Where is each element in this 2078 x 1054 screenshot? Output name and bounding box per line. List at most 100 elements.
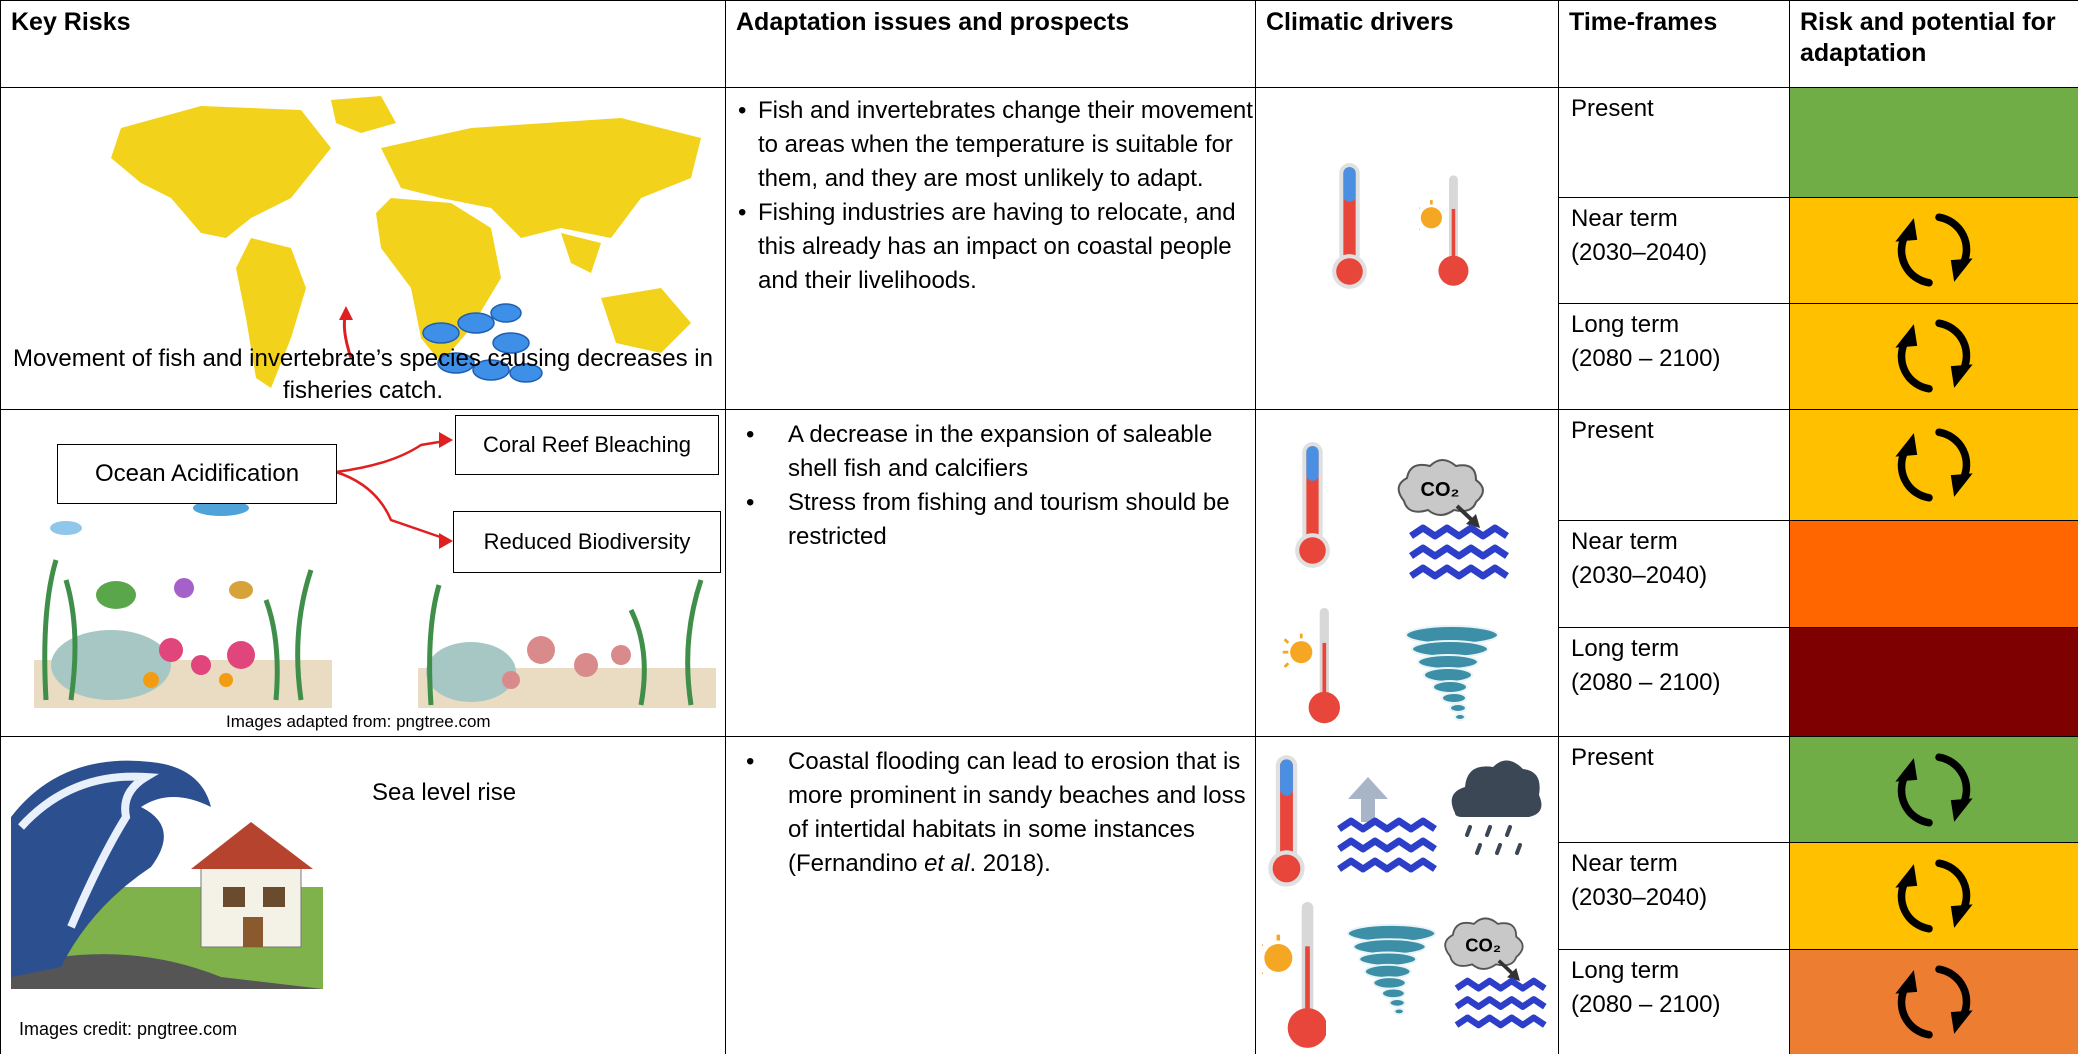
row: Near term (2030–2040) [1, 842, 2078, 950]
risk-icon-wrap [1790, 748, 2078, 832]
row: Ocean Acidification Coral Reef Bleaching… [0, 408, 2078, 737]
adaptation-cell: A decrease in the expansion of saleable … [725, 409, 1256, 737]
rising-waves-icon [1333, 777, 1439, 879]
adaptation-cycle-icon [1892, 208, 1976, 292]
bullet-text: . 2018). [969, 850, 1051, 877]
timeframe-label: (2030–2040) [1571, 239, 1708, 267]
adaptation-cycle-icon [1892, 314, 1976, 398]
row: Near term (2030–2040) [1, 197, 2078, 304]
timeframe-label: Long term [1571, 634, 1680, 662]
row: Long term (2080 – 2100) [1, 302, 2078, 411]
timeframe-label: (2080 – 2100) [1571, 668, 1721, 696]
thermometer-icon [1326, 161, 1373, 294]
timeframe-label: Long term [1571, 310, 1680, 338]
tornado-icon [1399, 625, 1505, 725]
row: Sea level rise Images credit: pngtree.co… [0, 735, 2078, 1054]
risk-cell [1789, 626, 2078, 738]
adaptation-cycle-icon [1892, 854, 1976, 938]
sun-thermometer-icon [1419, 168, 1472, 294]
adaptation-cell: Fish and invertebrates change their move… [725, 87, 1256, 410]
timeframe-label: (2080 – 2100) [1571, 990, 1721, 1018]
timeframe-cell: Long term (2080 – 2100) [1558, 948, 1790, 1054]
bullet: Stress from fishing and tourism should b… [727, 486, 1255, 554]
climatic-drivers-cell: CO₂ [1255, 736, 1559, 1054]
bullet-list: Fish and invertebrates change their move… [727, 94, 1255, 298]
timeframe-label: Present [1571, 744, 1654, 771]
header-cell: Climatic drivers [1255, 0, 1559, 88]
thermometer-icon [1286, 440, 1339, 573]
thermometer-icon [1260, 753, 1313, 892]
timeframe-label: Present [1571, 95, 1654, 122]
image-credit: Images credit: pngtree.com [19, 1019, 238, 1039]
tornado-icon [1344, 905, 1439, 1038]
co2-label: CO₂ [1465, 935, 1501, 956]
timeframe-label: Near term [1571, 850, 1678, 878]
risk-icon-wrap [1790, 208, 2078, 292]
co2-label: CO₂ [1421, 479, 1460, 501]
key-risk-cell: Sea level rise Images credit: pngtree.co… [0, 736, 726, 1054]
row: Near term (2030–2040) [1, 520, 2078, 628]
timeframe-label: (2030–2040) [1571, 562, 1708, 590]
timeframe-label: Near term [1571, 205, 1678, 233]
climatic-drivers-cell [1255, 87, 1559, 410]
timeframe-label: (2030–2040) [1571, 884, 1708, 912]
adaptation-cell: Coastal flooding can lead to erosion tha… [725, 736, 1256, 1054]
header-cell: Adaptation issues and prospects [725, 0, 1256, 88]
effect-box: Reduced Biodiversity [453, 511, 721, 573]
row: Movement of fish and invertebrate’s spec… [0, 86, 2078, 410]
timeframe-label: Long term [1571, 956, 1680, 984]
bullet: Fishing industries are having to relocat… [727, 196, 1255, 298]
world-map-image [111, 96, 701, 388]
effect-box: Coral Reef Bleaching [455, 415, 719, 475]
climatic-drivers-cell: CO₂ [1255, 409, 1559, 737]
row: Long term (2080 – 2100) [1, 948, 2078, 1054]
risk-cell [1789, 302, 2078, 411]
risk-cell [1789, 86, 2078, 199]
bullet-text: Coastal flooding can lead to erosion tha… [788, 748, 1246, 877]
header-cell: Risk and potential for adaptation [1789, 0, 2078, 88]
risk-icon-wrap [1790, 854, 2078, 938]
risk-cell [1789, 948, 2078, 1054]
adaptation-cycle-icon [1892, 748, 1976, 832]
risk-cell [1789, 520, 2078, 628]
risk-cell [1789, 197, 2078, 304]
sun-thermometer-icon [1259, 606, 1353, 726]
risk-cell [1789, 842, 2078, 950]
bullet: A decrease in the expansion of saleable … [727, 418, 1255, 486]
timeframe-cell: Present [1558, 408, 1790, 522]
risk-cell [1789, 408, 2078, 522]
coral-reef-image [34, 432, 716, 708]
risk-icon-wrap [1790, 960, 2078, 1044]
bullet-text: A decrease in the expansion of saleable … [788, 421, 1213, 482]
timeframe-cell: Long term (2080 – 2100) [1558, 626, 1790, 738]
sun-thermometer-icon [1256, 899, 1326, 1052]
timeframe-cell: Near term (2030–2040) [1558, 842, 1790, 950]
timeframe-cell: Long term (2080 – 2100) [1558, 302, 1790, 411]
risk-icon-wrap [1790, 314, 2078, 398]
risk-icon-wrap [1790, 423, 2078, 507]
timeframe-label: Present [1571, 417, 1654, 444]
header-cell: Key Risks [0, 0, 726, 88]
timeframe-cell: Near term (2030–2040) [1558, 520, 1790, 628]
image-credit: Images adapted from: pngtree.com [226, 712, 491, 731]
rain-cloud-icon [1451, 760, 1542, 855]
bullet: Coastal flooding can lead to erosion tha… [727, 745, 1255, 881]
bullet-text: Fish and invertebrates change their move… [758, 97, 1253, 192]
timeframe-label: (2080 – 2100) [1571, 344, 1721, 372]
timeframe-cell: Present [1558, 86, 1790, 199]
bullet-text: Stress from fishing and tourism should b… [788, 489, 1230, 550]
bullet-list: A decrease in the expansion of saleable … [727, 418, 1255, 554]
key-risk-cell: Movement of fish and invertebrate’s spec… [0, 87, 726, 410]
adaptation-cycle-icon [1892, 423, 1976, 507]
timeframe-cell: Present [1558, 735, 1790, 844]
key-risk-title: Sea level rise [372, 779, 517, 806]
bullet-text: Fishing industries are having to relocat… [758, 199, 1236, 294]
adaptation-cycle-icon [1892, 960, 1976, 1044]
sea-level-image [11, 760, 323, 989]
bullet: Fish and invertebrates change their move… [727, 94, 1255, 196]
co2-waves-icon: CO₂ [1397, 459, 1517, 586]
co2-waves-icon: CO₂ [1444, 917, 1554, 1044]
bullet-list: Coastal flooding can lead to erosion tha… [727, 745, 1255, 881]
